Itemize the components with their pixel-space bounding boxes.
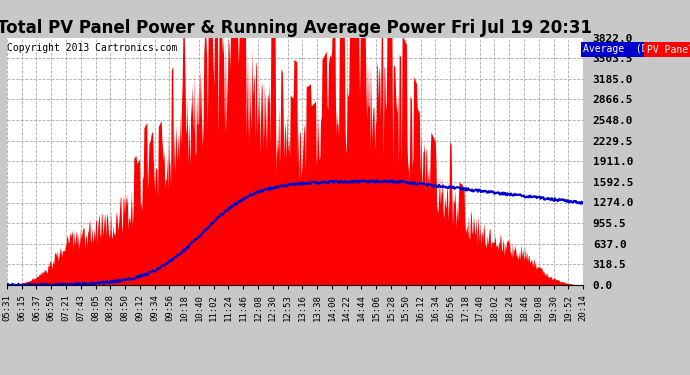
Text: Average  (DC Watts): Average (DC Watts) [583,45,690,54]
Text: Copyright 2013 Cartronics.com: Copyright 2013 Cartronics.com [7,43,177,52]
Text: PV Panels  (DC Watts): PV Panels (DC Watts) [647,45,690,54]
Title: Total PV Panel Power & Running Average Power Fri Jul 19 20:31: Total PV Panel Power & Running Average P… [0,20,593,38]
